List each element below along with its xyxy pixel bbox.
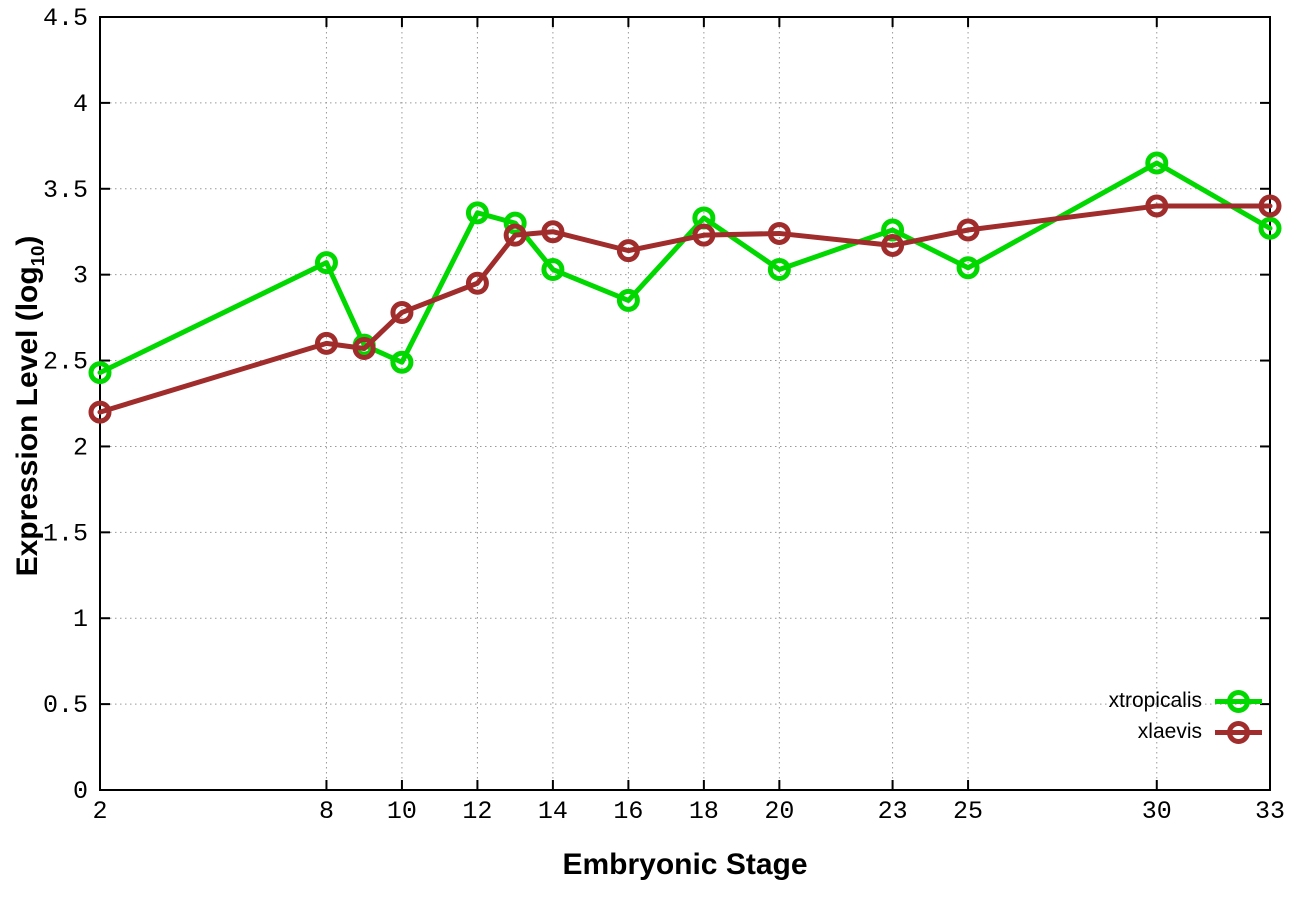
data-point-marker bbox=[390, 350, 414, 374]
series-line bbox=[97, 160, 1273, 376]
x-axis-title: Embryonic Stage bbox=[562, 848, 808, 881]
circle-marker-icon bbox=[1227, 689, 1250, 713]
y-tick-label: 0.5 bbox=[43, 691, 88, 720]
data-point-marker bbox=[541, 220, 565, 244]
x-tick-label: 20 bbox=[764, 797, 794, 826]
x-tick-label: 12 bbox=[462, 797, 492, 826]
data-point-marker bbox=[390, 300, 414, 324]
legend-item-xtropicalis: xtropicalis bbox=[1109, 689, 1262, 713]
series-xlaevis-line bbox=[97, 203, 1273, 415]
plot-border bbox=[99, 16, 1271, 791]
data-point-marker bbox=[541, 258, 565, 282]
legend-label-xlaevis: xlaevis bbox=[1137, 720, 1202, 743]
y-axis-title: Expression Level (log10) bbox=[7, 166, 49, 646]
legend-label-xtropicalis: xtropicalis bbox=[1108, 689, 1202, 712]
y-axis-title-subscript: 10 bbox=[27, 245, 48, 267]
x-tick-label: 18 bbox=[689, 797, 719, 826]
x-tick-label: 10 bbox=[387, 797, 417, 826]
legend: xtropicalis xlaevis bbox=[1109, 689, 1262, 744]
data-point-marker bbox=[314, 331, 338, 355]
x-tick-label: 33 bbox=[1255, 797, 1285, 826]
x-gridlines bbox=[325, 17, 1158, 790]
data-point-marker bbox=[352, 337, 376, 361]
axis-ticks bbox=[99, 16, 1271, 791]
data-point-marker bbox=[465, 201, 489, 225]
series-xlaevis-markers bbox=[88, 194, 1282, 424]
legend-item-xlaevis: xlaevis bbox=[1138, 720, 1262, 744]
data-point-marker bbox=[465, 271, 489, 295]
data-point-marker bbox=[1145, 151, 1169, 175]
y-axis-title-text: Expression Level (log bbox=[11, 266, 44, 577]
data-point-marker bbox=[1258, 194, 1282, 218]
data-point-marker bbox=[767, 221, 791, 245]
y-tick-label: 2 bbox=[73, 433, 88, 462]
y-tick-label: 1.5 bbox=[43, 519, 88, 548]
y-tick-label: 3 bbox=[73, 262, 88, 291]
x-tick-label: 23 bbox=[878, 797, 908, 826]
y-tick-label: 4 bbox=[73, 90, 88, 119]
y-tick-label: 0 bbox=[73, 777, 88, 806]
data-point-marker bbox=[1145, 194, 1169, 218]
data-point-marker bbox=[767, 258, 791, 282]
data-point-marker bbox=[616, 288, 640, 312]
x-tick-labels: 2 8 10 12 14 16 18 20 23 25 30 33 bbox=[92, 797, 1285, 826]
data-point-marker bbox=[956, 256, 980, 280]
data-point-marker bbox=[956, 218, 980, 242]
x-tick-label: 2 bbox=[92, 797, 107, 826]
data-point-marker bbox=[1258, 216, 1282, 240]
data-point-marker bbox=[503, 211, 527, 235]
data-point-marker bbox=[88, 361, 112, 385]
legend-line-marker-icon bbox=[1215, 720, 1262, 744]
x-tick-label: 16 bbox=[613, 797, 643, 826]
x-tick-label: 30 bbox=[1142, 797, 1172, 826]
y-tick-label: 1 bbox=[73, 605, 88, 634]
series-xtropicalis-line bbox=[97, 160, 1273, 376]
x-tick-label: 14 bbox=[538, 797, 568, 826]
data-point-marker bbox=[314, 251, 338, 275]
data-point-marker bbox=[503, 223, 527, 247]
series-xtropicalis-markers bbox=[88, 151, 1282, 385]
y-tick-label: 4.5 bbox=[43, 4, 88, 33]
data-point-marker bbox=[881, 218, 905, 242]
y-tick-labels: 0 0.5 1 1.5 2 2.5 3 3.5 4 4.5 bbox=[43, 4, 88, 806]
circle-marker-icon bbox=[1227, 720, 1250, 744]
y-tick-label: 3.5 bbox=[43, 176, 88, 205]
series-line bbox=[97, 203, 1273, 415]
data-point-marker bbox=[692, 223, 716, 247]
x-tick-label: 25 bbox=[953, 797, 983, 826]
legend-line-marker-icon bbox=[1215, 689, 1262, 713]
data-point-marker bbox=[88, 400, 112, 424]
y-tick-label: 2.5 bbox=[43, 348, 88, 377]
data-point-marker bbox=[881, 233, 905, 257]
y-axis-title-suffix: ) bbox=[11, 235, 44, 246]
data-point-marker bbox=[616, 239, 640, 263]
y-gridlines bbox=[100, 102, 1270, 705]
x-tick-label: 8 bbox=[319, 797, 334, 826]
